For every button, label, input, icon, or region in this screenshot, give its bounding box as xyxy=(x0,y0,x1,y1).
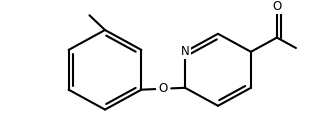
Text: N: N xyxy=(181,45,189,58)
Text: O: O xyxy=(272,0,282,13)
Text: O: O xyxy=(159,82,168,95)
